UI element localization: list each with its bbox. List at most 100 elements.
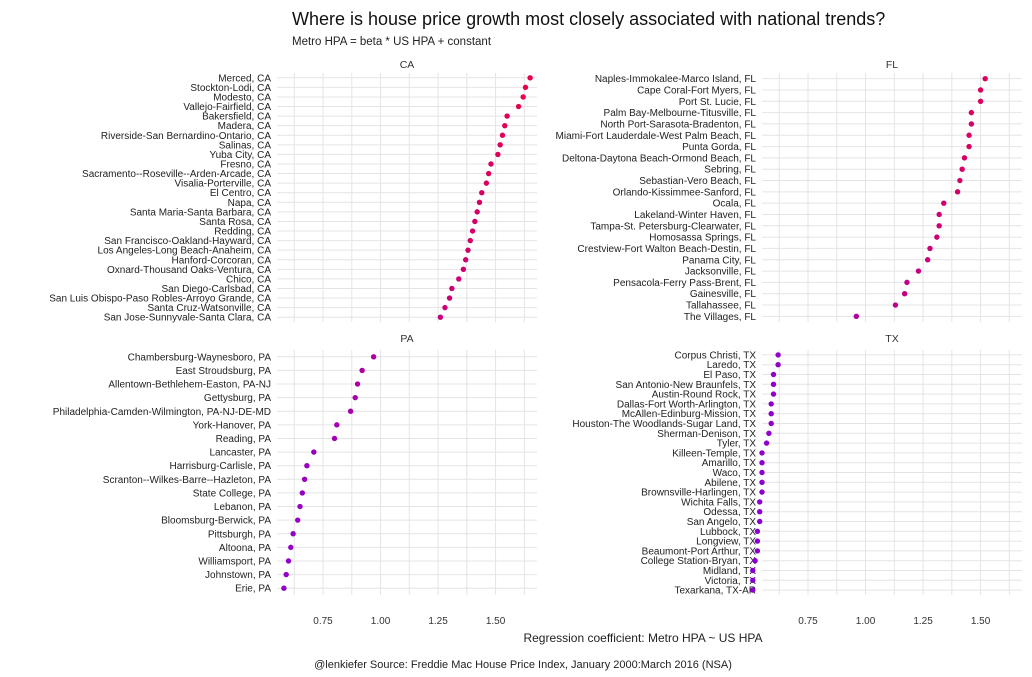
x-tick-label: 1.50: [971, 616, 991, 627]
category-label: Abilene, TX: [704, 478, 756, 489]
data-point: [759, 450, 765, 456]
category-label: Bakersfield, CA: [202, 112, 271, 123]
data-point: [770, 381, 777, 387]
facet-strip-label: CA: [400, 59, 415, 71]
data-point: [285, 558, 292, 564]
data-point: [934, 234, 940, 240]
data-point: [288, 544, 294, 551]
facet-strip-label: TX: [885, 333, 898, 345]
category-label: Wichita Falls, TX: [681, 497, 756, 508]
category-label: Sebring, FL: [704, 165, 756, 176]
data-point: [311, 449, 317, 455]
data-point: [370, 354, 377, 360]
data-point: [754, 528, 761, 534]
category-label: San Antonio-New Braunfels, TX: [616, 380, 757, 391]
x-axis-label: Regression coefficient: Metro HPA ~ US H…: [523, 631, 762, 645]
data-point: [752, 558, 758, 564]
data-point: [446, 295, 453, 301]
data-point: [915, 268, 922, 274]
category-label: El Centro, CA: [210, 188, 271, 199]
category-label: Beaumont-Port Arthur, TX: [642, 546, 757, 557]
data-point: [522, 84, 529, 91]
data-point: [502, 122, 508, 129]
data-point: [959, 166, 965, 172]
data-point: [924, 257, 931, 263]
category-label: Redding, CA: [214, 227, 271, 238]
category-label: Orlando-Kissimmee-Sanford, FL: [613, 187, 757, 198]
data-point: [299, 490, 306, 496]
data-point: [469, 228, 476, 234]
category-label: Oxnard-Thousand Oaks-Ventura, CA: [107, 265, 271, 276]
data-point: [768, 411, 774, 417]
chart-title: Where is house price growth most closely…: [292, 9, 885, 29]
data-point: [354, 381, 361, 387]
category-label: El Paso, TX: [703, 370, 756, 381]
data-point: [474, 209, 480, 215]
data-point: [462, 257, 469, 263]
category-label: College Station-Bryan, TX: [641, 556, 757, 567]
data-point: [515, 103, 522, 110]
data-point: [853, 313, 860, 320]
data-point: [759, 460, 765, 466]
data-point: [759, 479, 765, 485]
category-label: East Stroudsburg, PA: [176, 366, 272, 377]
category-label: San Diego-Carlsbad, CA: [162, 284, 272, 295]
data-point: [968, 109, 975, 116]
category-label: Salinas, CA: [219, 140, 272, 151]
category-label: Port St. Lucie, FL: [679, 97, 757, 108]
category-label: Santa Cruz-Watsonville, CA: [147, 303, 271, 314]
category-label: Sacramento--Roseville--Arden-Arcade, CA: [82, 169, 271, 180]
x-tick-label: 0.75: [313, 616, 333, 627]
category-label: Victoria, TX: [705, 576, 757, 587]
category-label: Chambersburg-Waynesboro, PA: [128, 352, 272, 363]
category-label: Hanford-Corcoran, CA: [172, 255, 272, 266]
category-label: San Jose-Sunnyvale-Santa Clara, CA: [104, 313, 272, 324]
category-label: Los Angeles-Long Beach-Anaheim, CA: [98, 246, 272, 257]
data-point: [977, 98, 984, 104]
data-point: [750, 577, 756, 583]
category-label: Tyler, TX: [717, 439, 757, 450]
category-label: Killeen-Temple, TX: [672, 448, 756, 459]
category-label: State College, PA: [193, 488, 272, 499]
data-point: [768, 401, 774, 407]
data-point: [754, 548, 761, 554]
data-point: [290, 531, 296, 537]
category-label: Gainesville, FL: [690, 289, 757, 300]
data-point: [766, 430, 772, 436]
data-point: [472, 218, 478, 225]
category-label: Allentown-Bethlehem-Easton, PA-NJ: [108, 380, 271, 391]
category-label: Dallas-Fort Worth-Arlington, TX: [617, 399, 756, 410]
data-point: [283, 571, 289, 578]
category-label: Cape Coral-Fort Myers, FL: [637, 85, 756, 96]
chart-caption: @lenkiefer Source: Freddie Mac House Pri…: [314, 659, 732, 671]
x-tick-label: 1.50: [486, 616, 506, 627]
data-point: [750, 567, 756, 574]
x-tick-label: 1.25: [913, 616, 933, 627]
category-label: Sebastian-Vero Beach, FL: [639, 176, 756, 187]
data-point: [957, 177, 963, 184]
category-label: Lakeland-Winter Haven, FL: [634, 210, 756, 221]
category-label: Miami-Fort Lauderdale-West Palm Beach, F…: [556, 131, 757, 142]
data-point: [467, 237, 473, 244]
data-point: [456, 276, 462, 282]
category-label: McAllen-Edinburg-Mission, TX: [622, 409, 757, 420]
facet-strip-label: PA: [400, 333, 413, 345]
category-label: North Port-Sarasota-Bradenton, FL: [600, 119, 756, 130]
category-label: Punta Gorda, FL: [682, 142, 756, 153]
data-point: [892, 302, 899, 308]
category-label: Vallejo-Fairfield, CA: [183, 102, 271, 113]
category-label: Altoona, PA: [219, 543, 271, 554]
data-point: [759, 489, 765, 495]
data-point: [347, 408, 354, 414]
data-point: [301, 476, 308, 483]
data-point: [754, 538, 761, 544]
category-label: Palm Bay-Melbourne-Titusville, FL: [604, 108, 757, 119]
data-point: [483, 180, 490, 186]
category-label: Waco, TX: [713, 468, 757, 479]
data-point: [756, 509, 763, 515]
category-label: Stockton-Lodi, CA: [190, 83, 271, 94]
category-label: Visalia-Porterville, CA: [174, 179, 271, 190]
facet-fl: FL Naples-Immokalee-Marco Island, FLCape …: [556, 59, 1022, 323]
data-point: [770, 371, 777, 378]
